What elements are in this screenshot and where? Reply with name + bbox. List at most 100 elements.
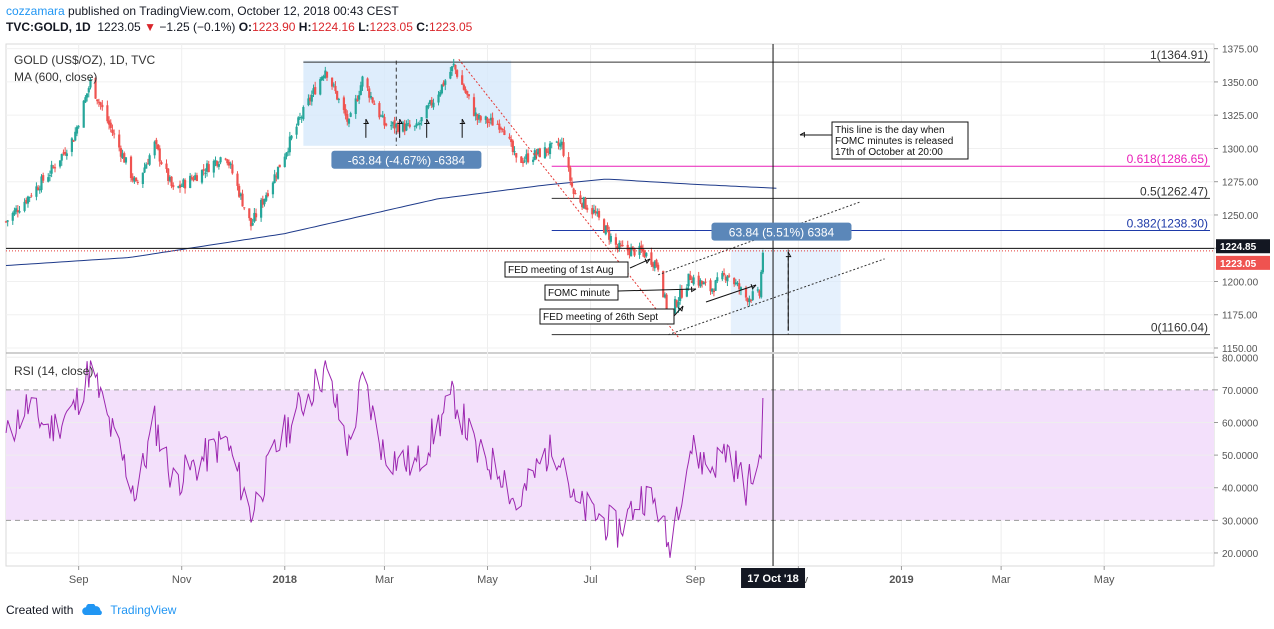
candle-body [192,178,195,181]
published-text: published on TradingView.com, October 12… [68,4,399,18]
candle-body [337,98,340,100]
candle-body [276,166,280,179]
candle-body [413,125,416,127]
candle-body [760,271,763,298]
candle-body [312,88,315,94]
candle-body [437,94,440,103]
candle-body [385,123,388,126]
candle-body [332,84,335,86]
candle-body [146,163,150,165]
candle-body [124,157,128,163]
candle-body [609,235,612,242]
x-tick-label: Mar [992,574,1011,586]
candle-body [689,275,692,280]
x-tick-label: Mar [375,574,394,586]
range-box-top [303,60,512,146]
candle-body [38,189,41,191]
candle-body [180,185,183,187]
candle-body [136,181,139,183]
candle-body [155,139,158,145]
candle-body [298,117,302,119]
chart-area[interactable]: 1(1364.91) 0.618(1286.65) 0.5(1262.47) 0.38… [0,40,1274,592]
note-fed-aug-arrow [629,258,651,269]
candle-body [724,276,727,281]
candle-body [278,164,281,168]
candle-body [373,103,376,105]
candle-body [499,127,503,129]
y-tick-label: 1375.00 [1222,45,1259,56]
box-arrow-2-head [424,118,430,125]
tradingview-link[interactable]: TradingView [81,603,176,617]
candle-body [579,195,582,203]
candle-body [596,212,599,214]
candle-body [50,164,53,174]
candle-body [310,94,313,102]
candle-body [538,148,541,158]
candle-body [532,159,535,162]
candle-body [396,124,400,132]
fomc-note-text: FOMC minutes is released [835,136,953,147]
overlays: -63.84 (-4.67%) -6384 63.84 (5.51%) 6384 T… [14,44,969,378]
candle-body [266,193,269,197]
candle-body [368,88,371,98]
candle-body [165,163,168,170]
candle-body [283,156,286,167]
price-pane[interactable]: 1(1364.91) 0.618(1286.65) 0.5(1262.47) 0.38… [4,48,1214,338]
candle-body [702,282,705,285]
candle-body [82,100,85,128]
candle-body [129,156,133,179]
fomc-note-text: This line is the day when [835,125,945,136]
candle-body [263,199,266,205]
rsi-pane[interactable] [5,354,1214,566]
candle-body [606,225,609,230]
candle-body [336,91,339,100]
candle-body [526,153,530,163]
range-box-bottom [730,249,841,335]
candle-body [167,168,170,181]
x-tick-label: May [477,574,498,586]
rsi-y-tick-label: 20.0000 [1222,549,1259,560]
note-fed-sept-arrow [673,305,684,317]
candle-body [369,96,373,98]
candle-body [178,184,182,188]
candle-body [533,150,536,160]
symbol-label: TVC:GOLD, 1D [6,20,91,34]
measure-label-up: 63.84 (5.51%) 6384 [711,222,852,241]
candle-body [657,264,660,270]
candle-body [726,276,729,282]
candle-body [442,82,445,86]
candle-body [287,151,290,153]
candle-body [107,120,111,125]
rsi-y-tick-label: 40.0000 [1222,484,1259,495]
ma-600-line [5,178,777,266]
candle-body [302,107,305,120]
candle-body [134,177,138,181]
candle-body [168,177,171,181]
author-link[interactable]: cozzamara [6,4,65,18]
candle-body [84,97,87,103]
candle-body [118,134,121,148]
candle-body [271,182,275,195]
candle-body [48,175,52,177]
candle-body [640,245,643,251]
candle-body [415,123,418,127]
x-tick-label: Sep [69,574,89,586]
candle-body [4,221,8,223]
x-tick-label: May [1094,574,1115,586]
candle-body [75,126,79,134]
tradingview-cloud-icon [82,604,103,615]
measure-label-up-bg [711,222,852,241]
candle-body [643,250,646,258]
candle-body [645,252,648,257]
measure-label-down: -63.84 (-4.67%) -6384 [331,150,482,169]
candle-body [18,211,21,213]
candle-body [231,164,234,174]
candle-body [342,97,346,110]
candle-body [498,123,501,130]
fib-level-label: 1(1364.91) [1150,48,1208,62]
candle-body [60,154,63,161]
candle-body [28,196,31,198]
candle-body [403,123,406,132]
candle-body [467,94,471,97]
candle-body [679,289,682,302]
